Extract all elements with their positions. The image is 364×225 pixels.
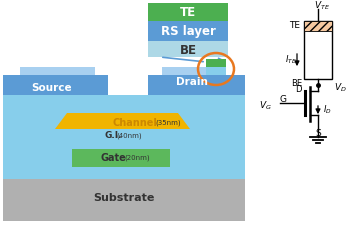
Bar	[148, 22, 228, 42]
Bar	[62, 129, 180, 149]
Polygon shape	[148, 68, 245, 96]
Bar	[206, 60, 226, 68]
Text: (40nm): (40nm)	[116, 132, 142, 139]
Text: G.I.: G.I.	[104, 131, 122, 140]
Text: (20nm): (20nm)	[124, 154, 150, 160]
Text: TE: TE	[289, 21, 300, 30]
Bar	[148, 42, 228, 58]
Text: $V_{D}$: $V_{D}$	[334, 81, 347, 94]
Bar	[3, 110, 245, 179]
Bar	[162, 68, 225, 76]
Bar	[304, 22, 332, 32]
Text: $V_{G}$: $V_{G}$	[259, 99, 272, 112]
Text: Source: Source	[32, 83, 72, 93]
Text: Drain: Drain	[176, 77, 208, 87]
Text: TE: TE	[180, 7, 196, 19]
Bar	[304, 22, 332, 80]
Text: D: D	[296, 85, 302, 94]
Text: $I_{TE}$: $I_{TE}$	[285, 54, 297, 66]
Bar	[3, 96, 245, 113]
Text: $I_{D}$: $I_{D}$	[323, 103, 332, 116]
Text: G: G	[279, 95, 286, 104]
Polygon shape	[3, 68, 108, 96]
Bar	[148, 4, 228, 22]
Bar	[20, 68, 95, 76]
Text: Gate: Gate	[100, 152, 126, 162]
Text: S: S	[315, 129, 321, 138]
Text: Channel: Channel	[112, 117, 157, 127]
Bar	[72, 147, 170, 167]
Text: $V_{TE}$: $V_{TE}$	[314, 0, 330, 12]
Text: Substrate: Substrate	[93, 192, 155, 202]
Polygon shape	[55, 113, 190, 129]
Text: BE: BE	[179, 43, 197, 56]
Bar	[3, 177, 245, 221]
Text: (35nm): (35nm)	[155, 119, 181, 126]
Bar	[206, 68, 226, 76]
Text: BE: BE	[291, 79, 302, 88]
Text: RS layer: RS layer	[161, 25, 215, 38]
